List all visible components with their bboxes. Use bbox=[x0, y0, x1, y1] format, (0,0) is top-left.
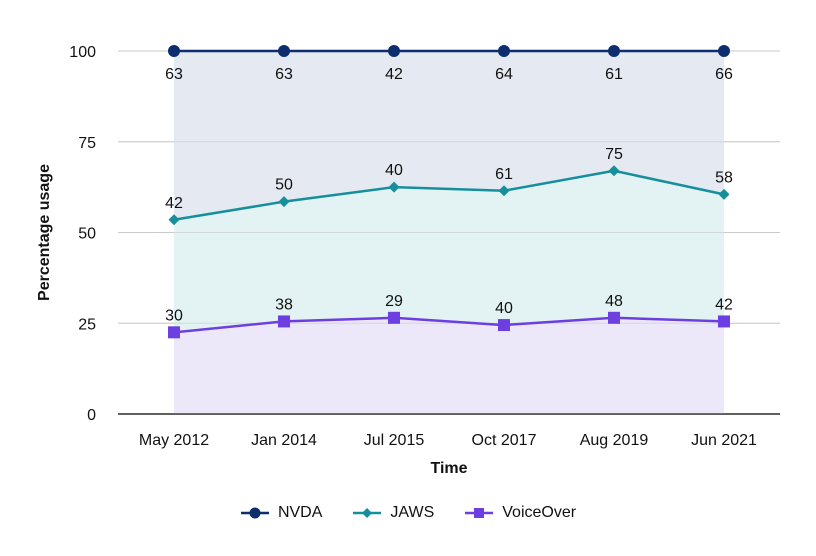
legend-swatch-diamond-icon bbox=[353, 508, 382, 518]
data-label-jaws: 75 bbox=[605, 146, 623, 163]
data-point-voiceover bbox=[168, 326, 180, 339]
series-line-jaws bbox=[173, 169, 725, 222]
data-point-nvda bbox=[278, 45, 290, 57]
data-point-nvda bbox=[608, 45, 620, 57]
legend-swatch-square-icon bbox=[465, 508, 494, 518]
x-tick-label: Aug 2019 bbox=[580, 432, 649, 449]
series-line-voiceover bbox=[173, 316, 725, 334]
y-tick-label: 25 bbox=[78, 316, 96, 333]
data-point-jaws bbox=[388, 181, 400, 193]
data-point-voiceover bbox=[608, 311, 620, 324]
data-label-voiceover: 48 bbox=[605, 293, 623, 310]
data-label-voiceover: 38 bbox=[275, 296, 293, 313]
line-chart: 0 25 50 75 100 May 2012 Jan 2014 Jul 2015 Oct 20… bbox=[36, 44, 780, 477]
data-point-voiceover bbox=[718, 315, 730, 328]
data-label-voiceover: 29 bbox=[385, 293, 403, 310]
legend-label: JAWS bbox=[390, 504, 435, 521]
data-label-nvda: 42 bbox=[385, 66, 403, 83]
data-label-nvda: 64 bbox=[495, 66, 513, 83]
data-label-voiceover: 40 bbox=[495, 300, 513, 317]
data-label-voiceover: 30 bbox=[165, 307, 183, 324]
y-tick-label: 0 bbox=[87, 407, 96, 424]
legend-label: NVDA bbox=[277, 504, 323, 521]
data-label-jaws: 50 bbox=[275, 177, 293, 194]
legend-item-voiceover[interactable]: VoiceOver bbox=[464, 504, 576, 522]
x-tick-label: Jun 2021 bbox=[691, 432, 757, 449]
y-tick-label: 75 bbox=[78, 135, 96, 152]
data-label-jaws: 58 bbox=[715, 169, 733, 186]
y-tick-label: 50 bbox=[78, 226, 96, 243]
data-label-voiceover: 42 bbox=[715, 296, 733, 313]
data-label-nvda: 63 bbox=[275, 66, 293, 83]
x-axis-title: Time bbox=[430, 460, 467, 477]
data-point-jaws bbox=[168, 214, 180, 226]
data-label-nvda: 63 bbox=[165, 66, 183, 83]
data-point-nvda bbox=[168, 45, 180, 57]
x-tick-label: Jul 2015 bbox=[364, 432, 425, 449]
data-point-nvda bbox=[718, 45, 730, 57]
x-tick-label: Oct 2017 bbox=[472, 432, 537, 449]
y-axis-title: Percentage usage bbox=[36, 164, 53, 301]
legend-item-jaws[interactable]: JAWS bbox=[352, 504, 434, 522]
data-point-jaws bbox=[608, 165, 620, 177]
data-point-nvda bbox=[498, 45, 510, 57]
chart-legend: NVDA JAWS VoiceOver bbox=[0, 504, 816, 522]
data-label-nvda: 61 bbox=[605, 66, 623, 83]
data-point-jaws bbox=[278, 196, 290, 208]
data-label-jaws: 42 bbox=[165, 195, 183, 212]
data-point-voiceover bbox=[498, 319, 510, 332]
data-point-jaws bbox=[718, 188, 730, 200]
data-point-nvda bbox=[388, 45, 400, 57]
legend-item-nvda[interactable]: NVDA bbox=[240, 504, 322, 522]
data-point-voiceover bbox=[278, 315, 290, 328]
data-point-voiceover bbox=[388, 311, 400, 324]
data-label-jaws: 40 bbox=[385, 162, 403, 179]
legend-swatch-circle-icon bbox=[240, 507, 269, 519]
data-label-jaws: 61 bbox=[495, 166, 513, 183]
y-tick-label: 100 bbox=[69, 44, 96, 61]
x-tick-label: May 2012 bbox=[139, 432, 209, 449]
data-point-jaws bbox=[498, 185, 510, 197]
series-area-voiceover bbox=[174, 317, 724, 414]
x-tick-label: Jan 2014 bbox=[251, 432, 317, 449]
data-label-nvda: 66 bbox=[715, 66, 733, 83]
legend-label: VoiceOver bbox=[502, 504, 577, 521]
